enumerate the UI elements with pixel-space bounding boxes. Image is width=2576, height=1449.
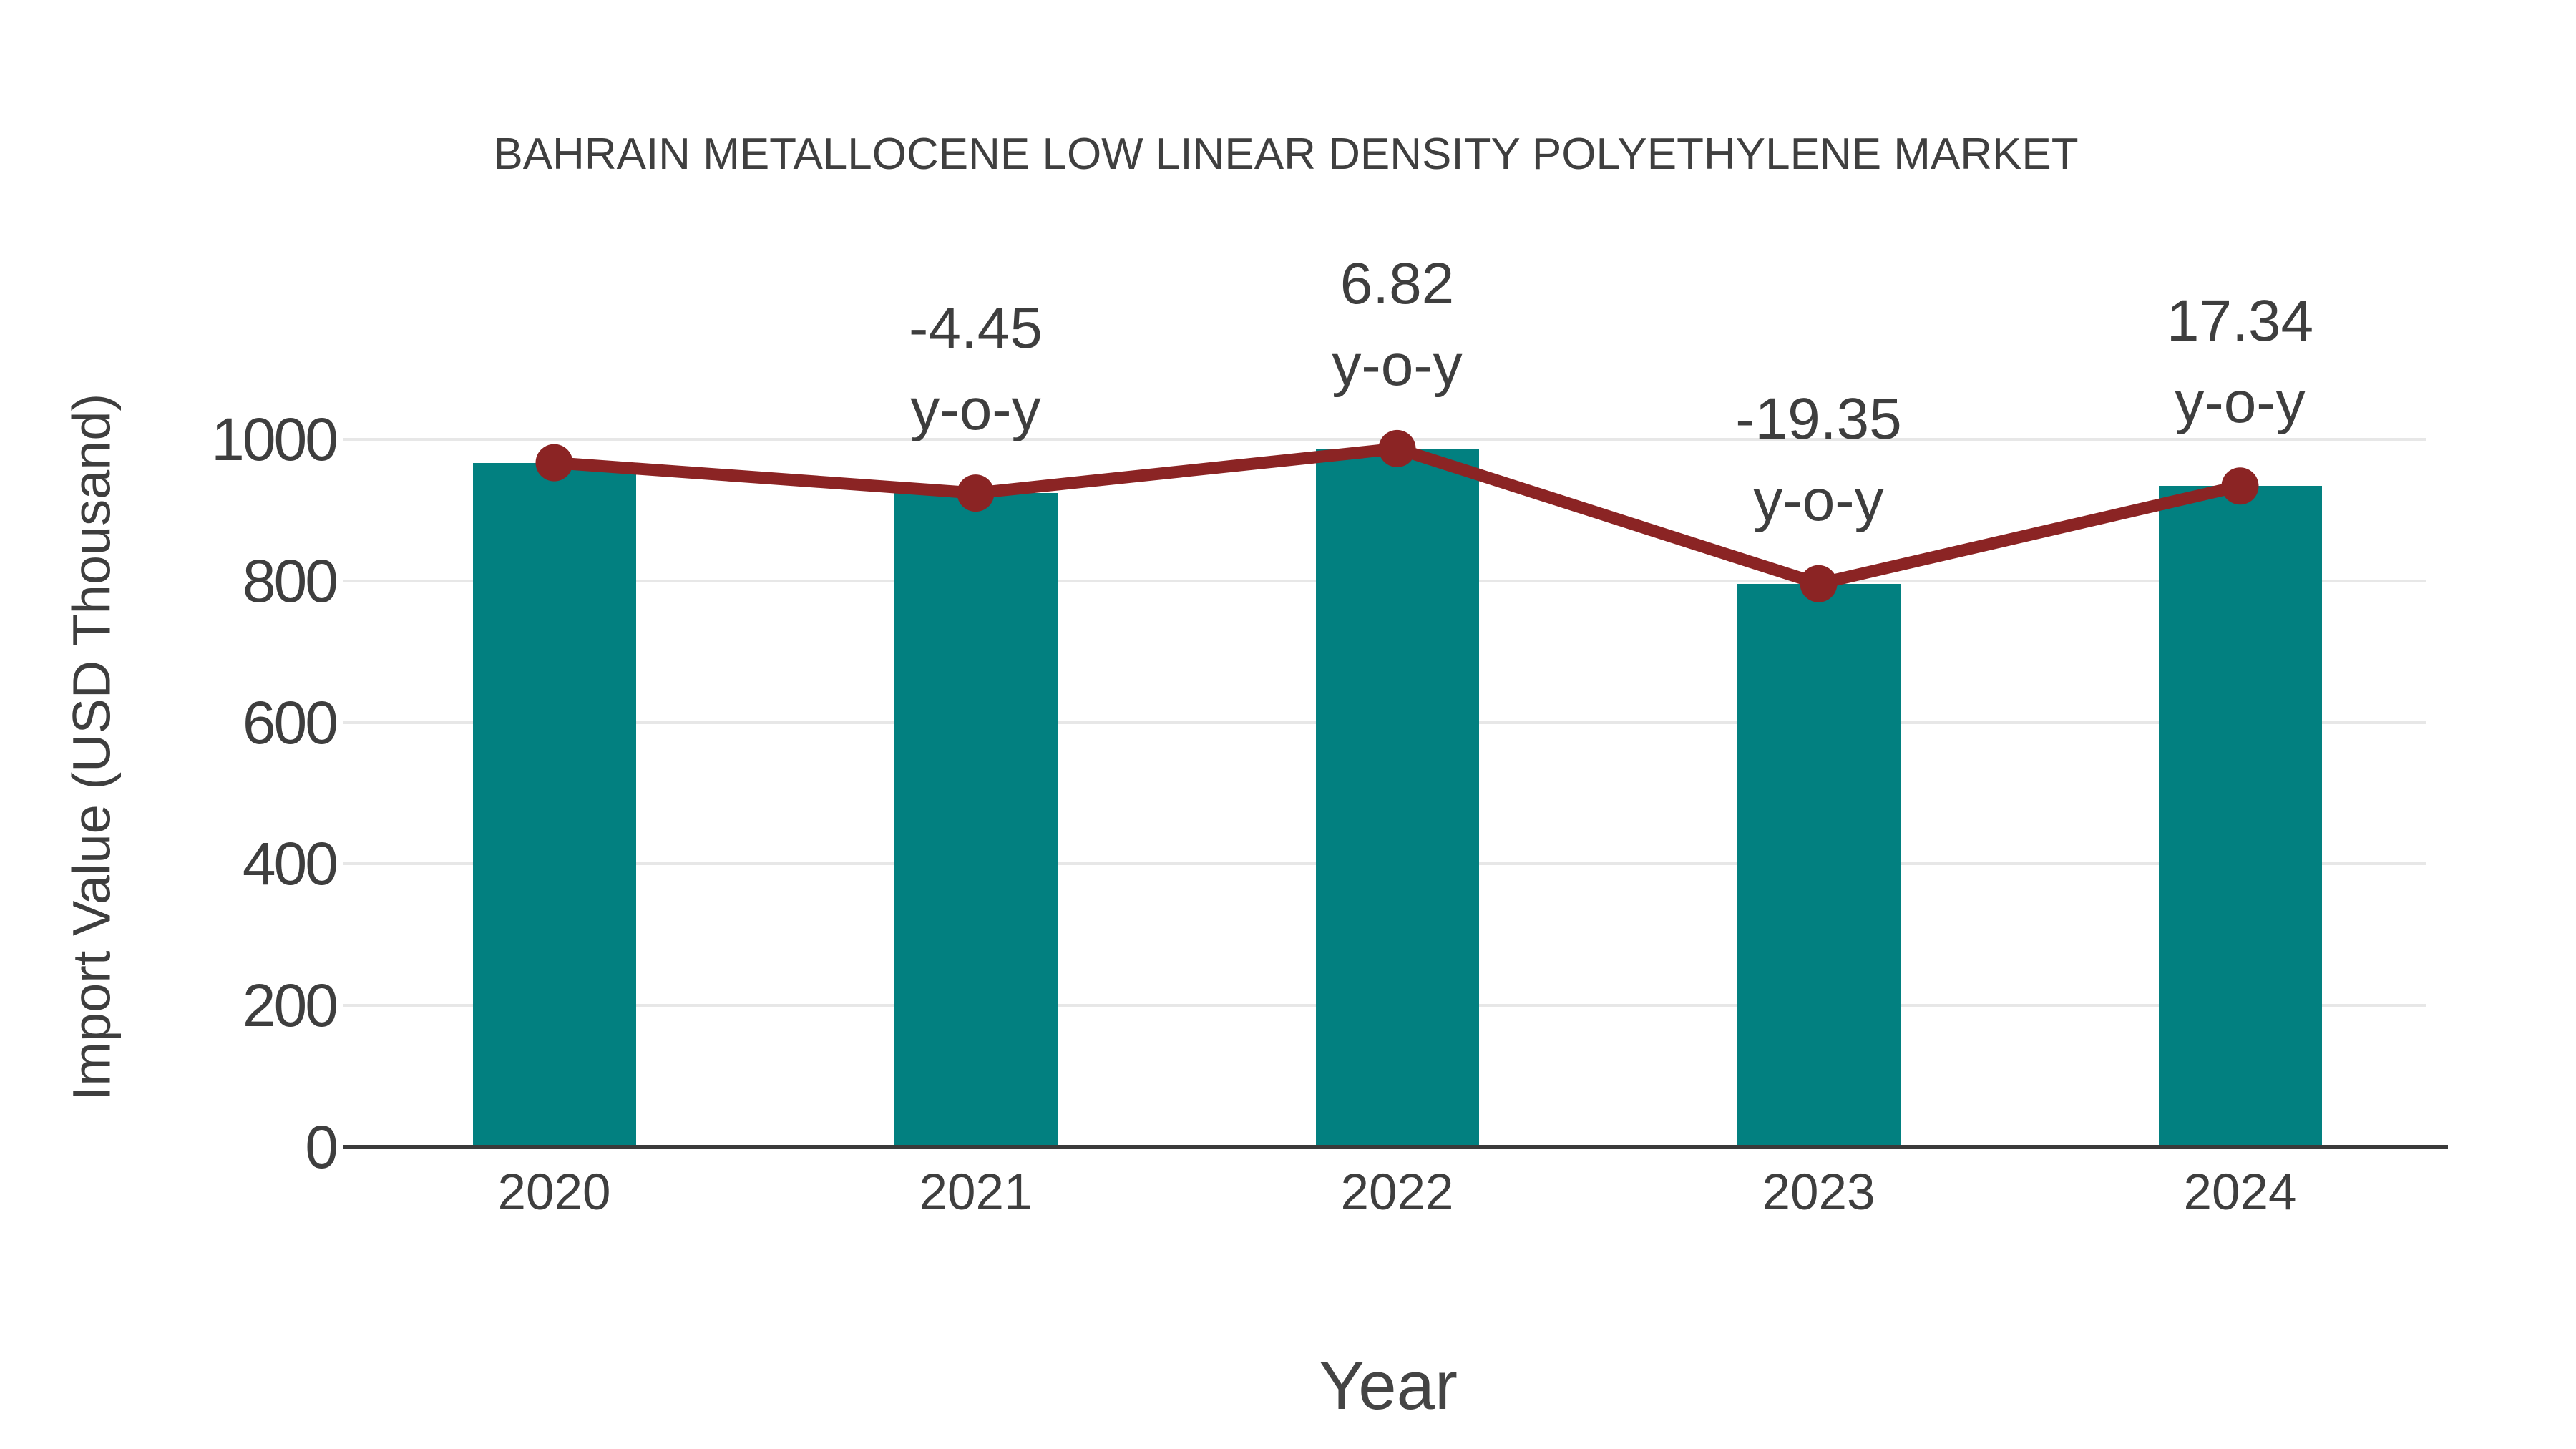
yoy-annotation-2021: -4.45 y-o-y (726, 288, 1226, 451)
y-tick-label: 200 (242, 972, 338, 1040)
yoy-annotation-2022: 6.82 y-o-y (1147, 243, 1648, 406)
chart-title: BAHRAIN METALLOCENE LOW LINEAR DENSITY P… (493, 130, 2079, 179)
x-tick-label: 2020 (497, 1164, 611, 1221)
yoy-label: y-o-y (1332, 332, 1463, 398)
trend-line-overlay (535, 429, 2259, 602)
yoy-label: y-o-y (1753, 467, 1884, 533)
x-tick-label: 2024 (2183, 1164, 2297, 1221)
bar-2020 (472, 462, 636, 1147)
x-axis-label: Year (1319, 1347, 1458, 1424)
y-tick-label: 600 (242, 688, 338, 756)
bar-2024 (2158, 486, 2322, 1147)
yoy-label: y-o-y (910, 377, 1041, 443)
trend-marker-2024 (2221, 467, 2259, 505)
y-tick-label: 1000 (211, 406, 338, 473)
trend-marker-2020 (535, 444, 573, 482)
x-tick-label: 2023 (1762, 1164, 1875, 1221)
trend-marker-2022 (1378, 429, 1416, 467)
x-tick-label: 2022 (1340, 1164, 1454, 1221)
yoy-annotation-2024: 17.34 y-o-y (1990, 280, 2491, 444)
y-tick-label: 400 (242, 830, 338, 898)
yoy-value: -4.45 (909, 296, 1043, 361)
yoy-value: -19.35 (1735, 386, 1902, 452)
x-tick-label: 2021 (919, 1164, 1033, 1221)
trend-marker-2021 (957, 474, 995, 512)
x-axis-line (343, 1145, 2448, 1149)
yoy-label: y-o-y (2175, 370, 2306, 436)
bar-2022 (1315, 448, 1479, 1147)
y-tick-label: 0 (305, 1113, 338, 1181)
yoy-value: 6.82 (1340, 250, 1455, 316)
yoy-value: 17.34 (2166, 288, 2314, 354)
bar-2021 (894, 493, 1058, 1147)
y-tick-label: 800 (242, 547, 338, 615)
trend-marker-2023 (1800, 565, 1838, 602)
yoy-annotation-2023: -19.35 y-o-y (1568, 379, 2069, 542)
bar-2023 (1737, 583, 1901, 1147)
